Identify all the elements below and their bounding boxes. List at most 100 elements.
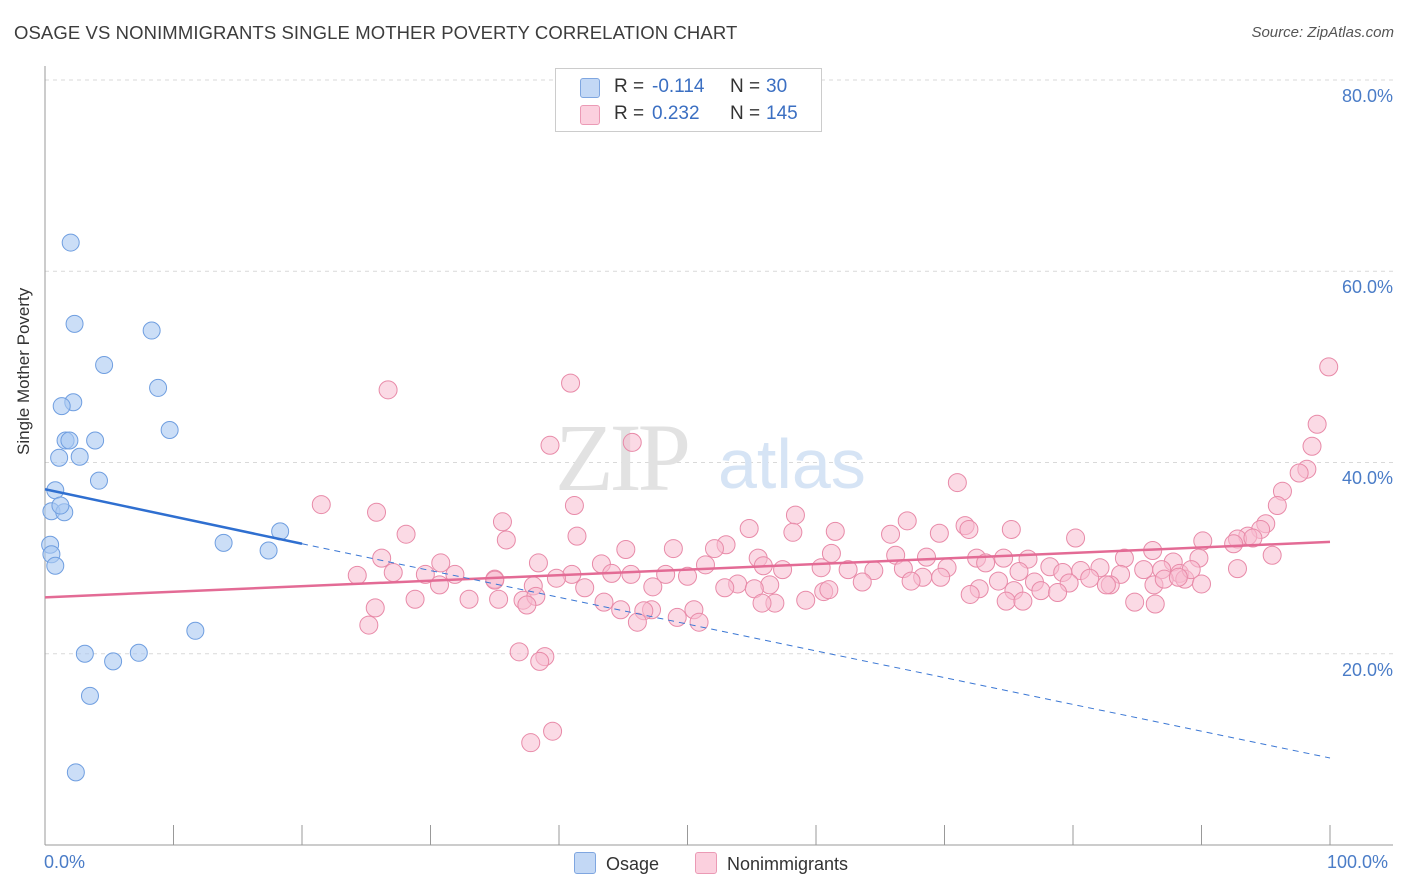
- point-nonimmigrants: [689, 612, 709, 632]
- point-nonimmigrants: [1307, 414, 1327, 434]
- point-nonimmigrants: [372, 548, 392, 568]
- series-osage: [41, 233, 290, 782]
- point-nonimmigrants: [931, 567, 951, 587]
- legend-n-value: 145: [766, 103, 798, 124]
- point-nonimmigrants: [459, 589, 479, 609]
- point-nonimmigrants: [528, 553, 548, 573]
- y-tick-label: 60.0%: [1341, 277, 1393, 297]
- point-nonimmigrants: [561, 373, 581, 393]
- point-nonimmigrants: [509, 642, 529, 662]
- point-osage: [66, 763, 85, 782]
- bottom-legend-nonimmigrants: Nonimmigrants: [695, 852, 848, 875]
- point-nonimmigrants: [852, 572, 872, 592]
- point-osage: [65, 314, 84, 333]
- axes: [44, 66, 1393, 846]
- point-nonimmigrants: [1243, 528, 1263, 548]
- point-osage: [61, 233, 80, 252]
- point-osage: [60, 431, 79, 450]
- point-nonimmigrants: [496, 530, 516, 550]
- point-nonimmigrants: [396, 524, 416, 544]
- point-nonimmigrants: [959, 519, 979, 539]
- legend-r-value: -0.114: [652, 76, 705, 97]
- point-nonimmigrants: [1125, 592, 1145, 612]
- point-nonimmigrants: [796, 590, 816, 610]
- point-osage: [86, 431, 105, 450]
- point-nonimmigrants: [785, 505, 805, 525]
- point-nonimmigrants: [367, 502, 387, 522]
- legend: R = -0.114 N = 30 R = 0.232 N = 145: [555, 68, 822, 132]
- legend-n-value: 30: [766, 76, 788, 97]
- point-nonimmigrants: [383, 562, 403, 582]
- point-osage: [142, 321, 161, 340]
- point-nonimmigrants: [492, 512, 512, 532]
- point-nonimmigrants: [929, 523, 949, 543]
- point-nonimmigrants: [1096, 575, 1116, 595]
- point-osage: [95, 355, 114, 374]
- point-nonimmigrants: [622, 432, 642, 452]
- point-nonimmigrants: [429, 575, 449, 595]
- point-nonimmigrants: [517, 595, 537, 615]
- point-nonimmigrants: [960, 584, 980, 604]
- x-tick-label: 0.0%: [44, 852, 86, 872]
- point-nonimmigrants: [546, 568, 566, 588]
- legend-swatch-nonimmigrants: [580, 105, 600, 125]
- point-nonimmigrants: [1168, 567, 1188, 587]
- point-osage: [70, 447, 89, 466]
- point-nonimmigrants: [783, 522, 803, 542]
- legend-r-label: R =: [614, 76, 645, 97]
- point-nonimmigrants: [1289, 463, 1309, 483]
- point-osage: [104, 652, 123, 671]
- point-nonimmigrants: [881, 524, 901, 544]
- point-nonimmigrants: [1048, 583, 1068, 603]
- legend-r-value: 0.232: [652, 103, 700, 124]
- point-nonimmigrants: [594, 592, 614, 612]
- bottom-legend-label-nonimmigrants: Nonimmigrants: [727, 854, 849, 874]
- point-nonimmigrants: [1009, 562, 1029, 582]
- series-nonimmigrants: [311, 357, 1339, 753]
- legend-n-label: N =: [730, 103, 761, 124]
- point-nonimmigrants: [1267, 496, 1287, 516]
- y-tick-label: 40.0%: [1341, 468, 1393, 488]
- bottom-legend-osage: Osage: [574, 852, 659, 875]
- point-nonimmigrants: [530, 651, 550, 671]
- point-nonimmigrants: [1145, 594, 1165, 614]
- legend-n-label: N =: [730, 76, 761, 97]
- point-nonimmigrants: [825, 521, 845, 541]
- point-nonimmigrants: [1319, 357, 1339, 377]
- point-osage: [52, 397, 71, 416]
- point-nonimmigrants: [1262, 545, 1282, 565]
- point-nonimmigrants: [485, 570, 505, 590]
- point-nonimmigrants: [365, 598, 385, 618]
- point-osage: [80, 686, 99, 705]
- point-osage: [46, 556, 65, 575]
- point-nonimmigrants: [431, 553, 451, 573]
- point-nonimmigrants: [739, 518, 759, 538]
- point-nonimmigrants: [811, 558, 831, 578]
- x-tick-label: 100.0%: [1327, 852, 1389, 872]
- point-nonimmigrants: [1224, 534, 1244, 554]
- point-nonimmigrants: [1001, 519, 1021, 539]
- point-osage: [75, 644, 94, 663]
- point-nonimmigrants: [704, 539, 724, 559]
- point-nonimmigrants: [1134, 560, 1154, 580]
- point-osage: [160, 420, 179, 439]
- point-nonimmigrants: [575, 578, 595, 598]
- point-nonimmigrants: [715, 578, 735, 598]
- point-osage: [51, 496, 70, 515]
- point-nonimmigrants: [819, 580, 839, 600]
- point-nonimmigrants: [988, 571, 1008, 591]
- bottom-legend-swatch-nonimmigrants: [695, 852, 717, 874]
- trend-line-nonimmigrants: [44, 540, 1331, 599]
- point-nonimmigrants: [378, 380, 398, 400]
- point-nonimmigrants: [897, 511, 917, 531]
- point-nonimmigrants: [1227, 559, 1247, 579]
- y-tick-label: 80.0%: [1341, 86, 1393, 106]
- point-nonimmigrants: [947, 473, 967, 493]
- bottom-legend-label-osage: Osage: [606, 854, 660, 874]
- point-nonimmigrants: [564, 496, 584, 516]
- point-nonimmigrants: [1080, 568, 1100, 588]
- bottom-legend-swatch-osage: [574, 852, 596, 874]
- point-osage: [50, 448, 69, 467]
- legend-r-label: R =: [614, 103, 645, 124]
- chart-title: OSAGE VS NONIMMIGRANTS SINGLE MOTHER POV…: [14, 22, 738, 43]
